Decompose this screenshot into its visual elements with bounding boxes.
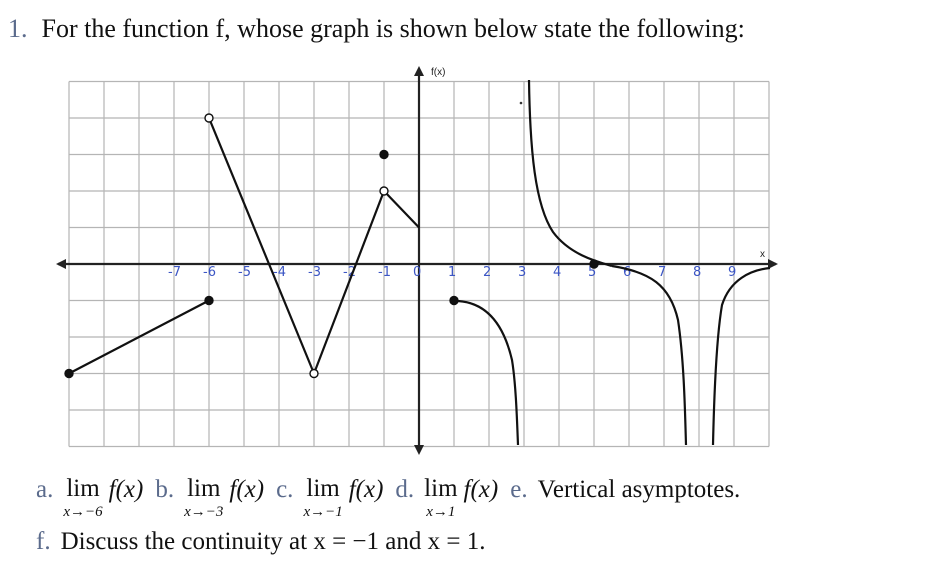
graph-axes: f(x) x <box>56 66 778 455</box>
part-a-expression: f(x) <box>108 476 144 503</box>
part-f-label: f. <box>36 528 51 555</box>
part-d-subscript: x→1 <box>426 504 456 520</box>
parts-row-1: a. lim x→−6 f(x) b. lim x→−3 f(x) c. lim x→… <box>36 476 740 520</box>
curve-segment-asymptote-3-left <box>527 79 613 268</box>
closed-point <box>589 259 599 269</box>
y-axis-label: f(x) <box>431 67 445 78</box>
x-axis-right-arrow-icon <box>768 259 778 269</box>
question-heading: 1. For the function f, whose graph is sho… <box>8 14 745 44</box>
part-c-lim: lim <box>306 475 340 502</box>
part-a-limit: lim x→−6 f(x) <box>63 476 143 520</box>
stray-dot <box>519 101 523 105</box>
tick-label: -1 <box>378 265 391 280</box>
tick-label: 1 <box>448 265 456 280</box>
x-axis-left-arrow-icon <box>56 259 66 269</box>
closed-point <box>379 149 389 160</box>
closed-point <box>449 295 459 306</box>
curve-segment-1-lower-left <box>457 299 520 446</box>
line-segment <box>312 190 386 374</box>
part-d-limit: lim x→1 f(x) <box>424 476 498 520</box>
part-d-expression: f(x) <box>463 476 499 503</box>
part-d-lim: lim <box>424 475 458 502</box>
question-number: 1. <box>8 14 28 43</box>
tick-labels: -7 -6 -5 -4 -3 -2 -1 0 1 2 3 4 5 6 7 8 9 <box>168 265 736 280</box>
part-f-text: Discuss the continuity at x = −1 and x =… <box>60 528 486 555</box>
curve-segment-dip-8 <box>611 264 688 446</box>
open-point <box>379 186 389 196</box>
part-a-label: a. <box>36 476 54 503</box>
part-b-subscript: x→−3 <box>184 504 224 520</box>
part-b-label: b. <box>155 476 175 503</box>
tick-label: -5 <box>238 265 251 280</box>
part-d-label: d. <box>395 476 415 503</box>
line-segment <box>207 117 316 374</box>
tick-label: -7 <box>168 265 181 280</box>
tick-label: 3 <box>518 265 526 280</box>
part-a-subscript: x→−6 <box>63 504 103 520</box>
tick-label: 6 <box>623 265 631 280</box>
y-axis-up-arrow-icon <box>414 66 424 76</box>
tick-label: -3 <box>308 265 321 280</box>
closed-point <box>204 295 214 306</box>
y-axis-down-arrow-icon <box>414 445 424 455</box>
part-c-subscript: x→−1 <box>303 504 343 520</box>
tick-label: 8 <box>693 265 701 280</box>
tick-label: -6 <box>203 265 216 280</box>
part-e-text: Vertical asymptotes. <box>537 476 741 503</box>
graph-points <box>64 113 599 379</box>
part-c-label: c. <box>276 476 294 503</box>
question-text: For the function f, whose graph is shown… <box>41 14 745 43</box>
function-graph: f(x) x -7 -6 -5 -4 -3 -2 -1 0 1 2 3 4 5 6 7 8 9 <box>56 66 778 455</box>
tick-label: 7 <box>658 265 666 280</box>
tick-label: 5 <box>588 265 596 280</box>
tick-label: 0 <box>413 265 421 280</box>
line-segment <box>68 299 210 375</box>
open-point <box>309 368 319 379</box>
part-c-limit: lim x→−1 f(x) <box>303 476 383 520</box>
part-c-expression: f(x) <box>348 476 384 503</box>
x-axis-label: x <box>760 249 765 260</box>
line-segment <box>383 190 420 229</box>
tick-label: 2 <box>483 265 491 280</box>
graph-curves <box>457 79 771 446</box>
tick-label: -2 <box>343 265 356 280</box>
tick-label: 9 <box>728 265 736 280</box>
curve-segment-dip-8-right <box>711 266 771 446</box>
tick-label: -4 <box>273 265 286 280</box>
part-a-lim: lim <box>66 475 100 502</box>
part-b-lim: lim <box>187 475 221 502</box>
open-point <box>204 113 214 123</box>
part-e-label: e. <box>510 476 528 503</box>
closed-point <box>64 368 74 379</box>
parts-row-2: f. Discuss the continuity at x = −1 and … <box>36 528 740 556</box>
tick-label: 4 <box>553 265 561 280</box>
question-parts: a. lim x→−6 f(x) b. lim x→−3 f(x) c. lim x→… <box>36 476 740 556</box>
part-b-expression: f(x) <box>229 476 265 503</box>
graph-line-segments <box>68 117 420 375</box>
part-b-limit: lim x→−3 f(x) <box>184 476 264 520</box>
